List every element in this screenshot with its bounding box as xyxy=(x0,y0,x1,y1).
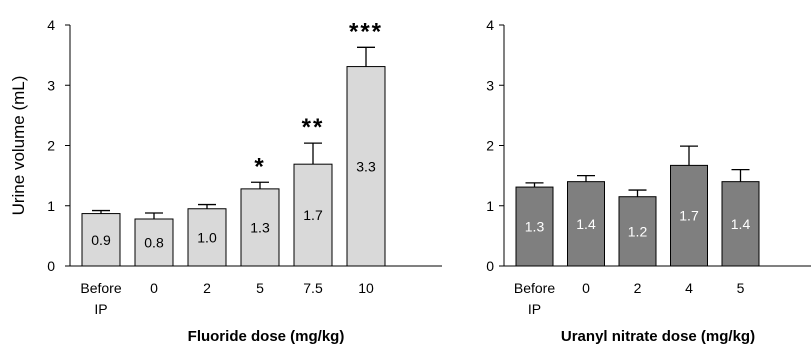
x-tick-label: 2 xyxy=(634,280,642,296)
x-axis-title: Uranyl nitrate dose (mg/kg) xyxy=(561,328,755,345)
y-tick-label: 1 xyxy=(486,198,494,214)
bar xyxy=(240,188,280,267)
bar-value-label: 1.0 xyxy=(197,229,217,245)
x-tick-label: 0 xyxy=(150,280,158,296)
y-tick-label: 3 xyxy=(486,77,494,93)
y-tick-label: 2 xyxy=(486,138,494,154)
x-tick-label: Before xyxy=(514,280,555,296)
bar-value-label: 1.3 xyxy=(525,219,545,235)
x-axis-title: Fluoride dose (mg/kg) xyxy=(188,328,345,345)
x-tick-label: IP xyxy=(94,301,107,317)
bar xyxy=(515,186,554,267)
significance-marker: *** xyxy=(349,18,383,45)
bar xyxy=(81,213,121,267)
y-tick-label: 0 xyxy=(486,258,494,274)
y-tick-label: 1 xyxy=(47,198,55,214)
significance-marker: * xyxy=(254,153,265,180)
bar-value-label: 1.7 xyxy=(679,208,699,224)
chart-panel-1: 0 1 2 3 4 Urine volume (mL) 0.9 Before IP 0.8 0 1.0… xyxy=(9,17,442,345)
y-tick-label: 4 xyxy=(47,17,55,33)
bar xyxy=(293,163,333,267)
y-tick-label: 0 xyxy=(47,258,55,274)
bar-value-label: 3.3 xyxy=(356,158,376,174)
bar-value-label: 1.3 xyxy=(250,219,270,235)
x-tick-label: 2 xyxy=(203,280,211,296)
bar-value-label: 0.9 xyxy=(91,232,111,248)
y-axis-title: Urine volume (mL) xyxy=(9,76,28,216)
bar xyxy=(134,218,174,267)
x-tick-label: 5 xyxy=(737,280,745,296)
x-tick-label: Before xyxy=(80,280,121,296)
x-tick-label: 4 xyxy=(685,280,693,296)
bar xyxy=(346,66,386,267)
bar xyxy=(721,181,760,267)
bar-value-label: 1.4 xyxy=(731,216,751,232)
bar-value-label: 1.4 xyxy=(576,216,596,232)
y-tick-label: 2 xyxy=(47,138,55,154)
x-tick-label: 10 xyxy=(358,280,374,296)
bar xyxy=(187,208,227,267)
x-tick-label: IP xyxy=(528,301,541,317)
bar xyxy=(670,164,708,267)
significance-marker: ** xyxy=(302,114,325,141)
y-tick-label: 4 xyxy=(486,17,494,33)
x-tick-label: 7.5 xyxy=(303,280,323,296)
bar-value-label: 0.8 xyxy=(144,235,164,251)
chart-panel-2: 0 1 2 3 4 1.3 Before IP 1.4 0 1.2 2 1.7 4 1.4 5 Uranyl n… xyxy=(486,17,811,345)
bar-value-label: 1.7 xyxy=(303,207,323,223)
bar-value-label: 1.2 xyxy=(628,223,648,239)
y-tick-label: 3 xyxy=(47,77,55,93)
x-tick-label: 0 xyxy=(582,280,590,296)
bar xyxy=(618,196,657,267)
x-tick-label: 5 xyxy=(256,280,264,296)
bar xyxy=(567,181,605,267)
